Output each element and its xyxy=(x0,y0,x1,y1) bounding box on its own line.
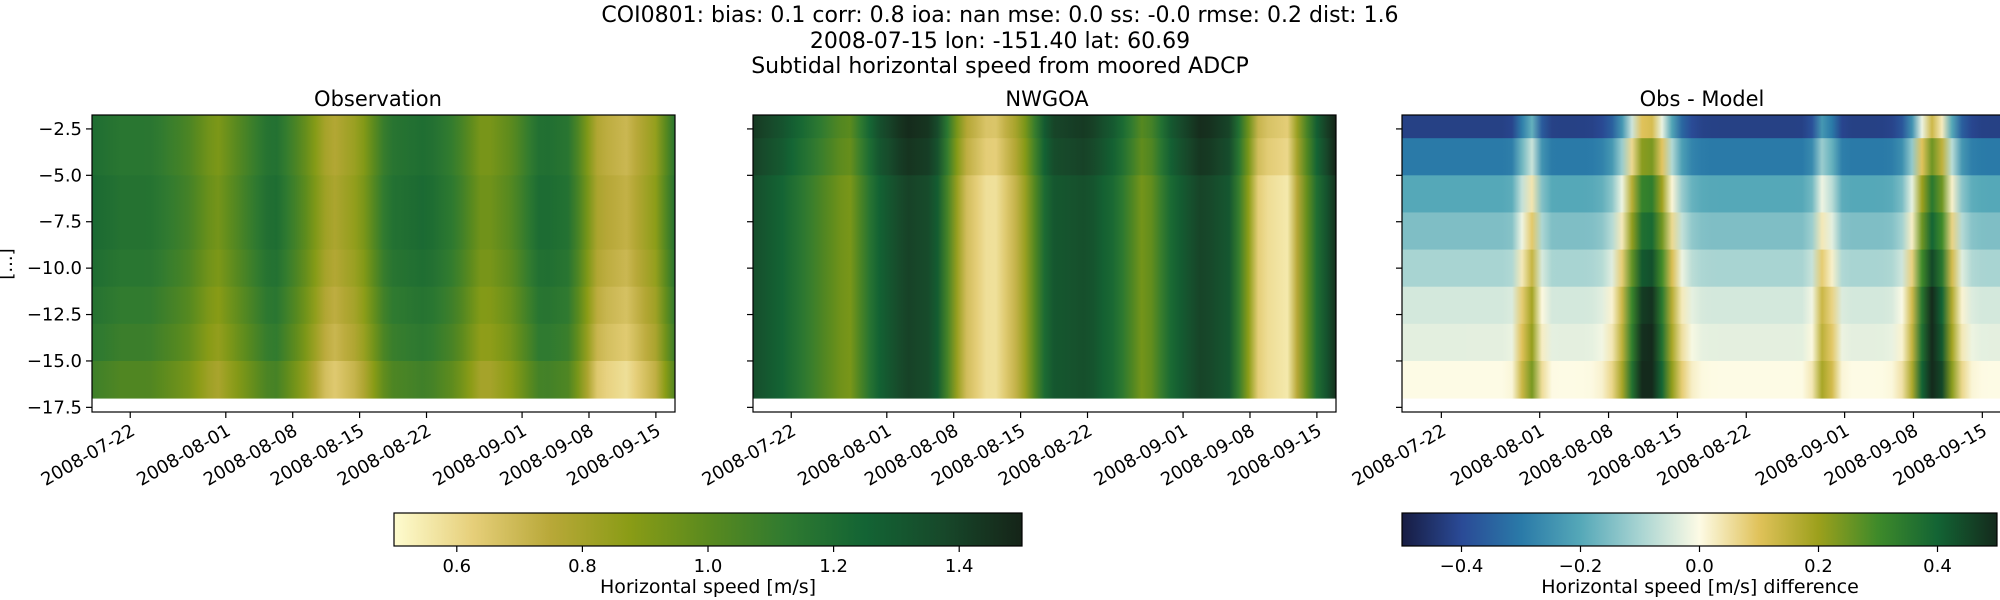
y-axis-observation: −2.5 −5.0 −7.5 −10.0 −12.5 −15.0 −17.5 xyxy=(27,119,92,418)
colorbar-difference: −0.4 −0.2 0.0 0.2 0.4 Horizontal speed [m/s]… xyxy=(1401,512,1998,598)
depth-bin-row xyxy=(1402,212,2000,251)
colorbar-difference-gradient xyxy=(1401,512,1998,547)
colorbar-tick-label: 0.2 xyxy=(1804,556,1833,577)
depth-bin-row xyxy=(1402,115,2000,139)
panel-observation: Observation −2.5−5.0−7.5−10.0−12.5−15.0−… xyxy=(0,87,676,491)
y-tick-label: −7.5 xyxy=(38,212,82,233)
colorbar-tick-label: 0.4 xyxy=(1923,556,1952,577)
depth-bin-row xyxy=(92,360,675,399)
depth-bin-row xyxy=(92,175,675,213)
depth-bin-row xyxy=(92,138,675,176)
colorbar-tick-label: 0.0 xyxy=(1685,556,1714,577)
colorbar-tick-label: 1.2 xyxy=(819,556,848,577)
y-axis-obs-minus-model xyxy=(1396,128,1402,408)
colorbar-tick-label: 1.4 xyxy=(945,556,974,577)
y-axis-nwgoa xyxy=(747,128,753,408)
depth-bin-row xyxy=(1402,360,2000,399)
depth-bin-row xyxy=(753,249,1336,288)
depth-bin-row xyxy=(1402,138,2000,176)
panel-title-observation: Observation xyxy=(314,87,442,111)
axes-frame-observation xyxy=(91,114,676,413)
depth-bin-row xyxy=(1402,175,2000,213)
axes-frame-obs-minus-model xyxy=(1401,114,2000,413)
y-tick-label: −10.0 xyxy=(27,258,82,279)
depth-bin-row xyxy=(753,138,1336,176)
colorbar-tick-label: 0.6 xyxy=(442,556,471,577)
y-tick-label: −2.5 xyxy=(38,119,82,140)
colorbar-speed-gradient xyxy=(393,512,1023,547)
depth-bin-row xyxy=(92,115,675,139)
colorbar-difference-ticks: −0.4 −0.2 0.0 0.2 0.4 xyxy=(1440,546,1952,577)
depth-bin-row xyxy=(92,286,675,325)
x-axis-nwgoa: 2008-07-222008-08-012008-08-082008-08-15… xyxy=(699,412,1325,491)
y-axis-label: [...] xyxy=(0,248,17,279)
heatmap-obs-minus-model xyxy=(1402,115,2000,399)
panel-nwgoa: NWGOA 2008-07-222008-08-012008-08-082008… xyxy=(699,87,1337,491)
colorbar-speed-ticks: 0.6 0.8 1.0 1.2 1.4 xyxy=(442,546,974,577)
y-tick-label: −5.0 xyxy=(38,165,82,186)
depth-bin-row xyxy=(92,212,675,251)
depth-bin-row xyxy=(92,323,675,362)
depth-bin-row xyxy=(1402,249,2000,288)
figure-title-line-2: 2008-07-15 lon: -151.40 lat: 60.69 xyxy=(810,29,1190,54)
colorbar-tick-label: 1.0 xyxy=(694,556,723,577)
colorbar-difference-label: Horizontal speed [m/s] difference xyxy=(1541,576,1859,598)
colorbar-speed-label: Horizontal speed [m/s] xyxy=(600,576,816,598)
depth-bin-row xyxy=(1402,323,2000,362)
colorbar-tick-label: 0.8 xyxy=(568,556,597,577)
heatmap-observation xyxy=(92,115,675,399)
heatmap-nwgoa xyxy=(753,115,1336,399)
x-tick-label: 2008-07-22 xyxy=(1349,420,1450,490)
depth-bin-row xyxy=(92,249,675,288)
panel-obs-minus-model: Obs - Model 2008-07-222008-08-012008-08-… xyxy=(1349,87,2000,491)
colorbar-tick-label: −0.4 xyxy=(1440,556,1484,577)
x-axis-observation: 2008-07-222008-08-012008-08-082008-08-15… xyxy=(38,412,664,491)
colorbar-speed: 0.6 0.8 1.0 1.2 1.4 Horizontal speed [m/s] xyxy=(393,512,1023,598)
depth-bin-row xyxy=(753,286,1336,325)
colorbar-tick-label: −0.2 xyxy=(1559,556,1603,577)
x-tick-label: 2008-07-22 xyxy=(38,420,139,490)
depth-bin-row xyxy=(753,175,1336,213)
depth-bin-row xyxy=(753,323,1336,362)
panel-title-obs-minus-model: Obs - Model xyxy=(1640,87,1765,111)
depth-bin-row xyxy=(753,115,1336,139)
y-tick-label: −12.5 xyxy=(27,305,82,326)
y-tick-label: −15.0 xyxy=(27,351,82,372)
panel-title-nwgoa: NWGOA xyxy=(1005,87,1089,111)
x-axis-obs-minus-model: 2008-07-222008-08-012008-08-082008-08-15… xyxy=(1349,412,1991,491)
figure-title-line-1: COI0801: bias: 0.1 corr: 0.8 ioa: nan ms… xyxy=(601,3,1398,28)
depth-bin-row xyxy=(753,360,1336,399)
figure-title-line-3: Subtidal horizontal speed from moored AD… xyxy=(751,54,1249,79)
depth-bin-row xyxy=(753,212,1336,251)
y-tick-label: −17.5 xyxy=(27,397,82,418)
x-tick-label: 2008-07-22 xyxy=(699,420,800,490)
depth-bin-row xyxy=(1402,286,2000,325)
axes-frame-nwgoa xyxy=(752,114,1337,413)
